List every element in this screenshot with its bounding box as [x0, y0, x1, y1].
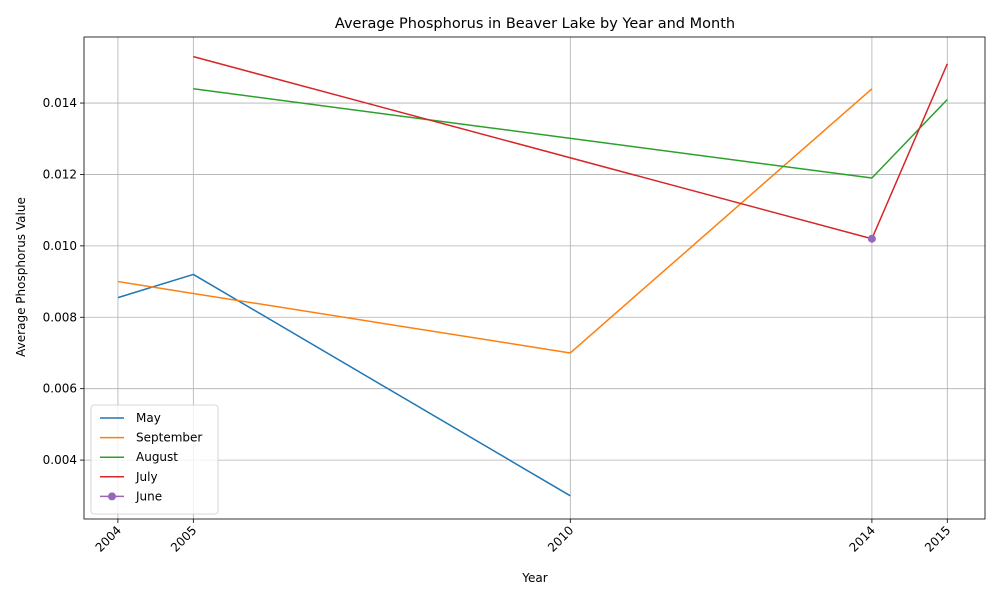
legend-label-august: August: [136, 450, 178, 464]
y-tick-label: 0.008: [43, 310, 77, 324]
x-tick-label: 2004: [93, 523, 124, 554]
legend-label-june: June: [135, 489, 162, 503]
data-point-june: [867, 234, 876, 243]
series-line-september: [117, 88, 873, 354]
series-layer: [117, 55, 948, 497]
y-tick-label: 0.012: [43, 167, 77, 181]
legend-marker-june: [108, 492, 116, 501]
x-tick-label: 2010: [545, 523, 576, 554]
series-line-may: [117, 273, 571, 497]
chart-title: Average Phosphorus in Beaver Lake by Yea…: [335, 16, 735, 32]
y-tick-label: 0.006: [43, 382, 77, 396]
x-tick-label: 2005: [168, 523, 199, 554]
y-tick-label: 0.004: [43, 453, 77, 467]
grid: [84, 37, 985, 519]
x-tick-label: 2014: [847, 523, 878, 554]
series-line-august: [193, 88, 948, 179]
plot-frame: [83, 36, 986, 520]
legend: May September August July June: [90, 404, 219, 515]
x-tick-label: 2015: [922, 523, 953, 554]
y-tick-label: 0.014: [43, 96, 77, 110]
x-axis-label: Year: [521, 571, 547, 585]
legend-label-july: July: [135, 470, 158, 484]
legend-label-may: May: [136, 411, 161, 425]
y-axis-label: Average Phosphorus Value: [14, 197, 28, 357]
legend-box: [90, 404, 219, 515]
y-tick-label: 0.010: [43, 239, 77, 253]
legend-label-september: September: [136, 431, 202, 445]
